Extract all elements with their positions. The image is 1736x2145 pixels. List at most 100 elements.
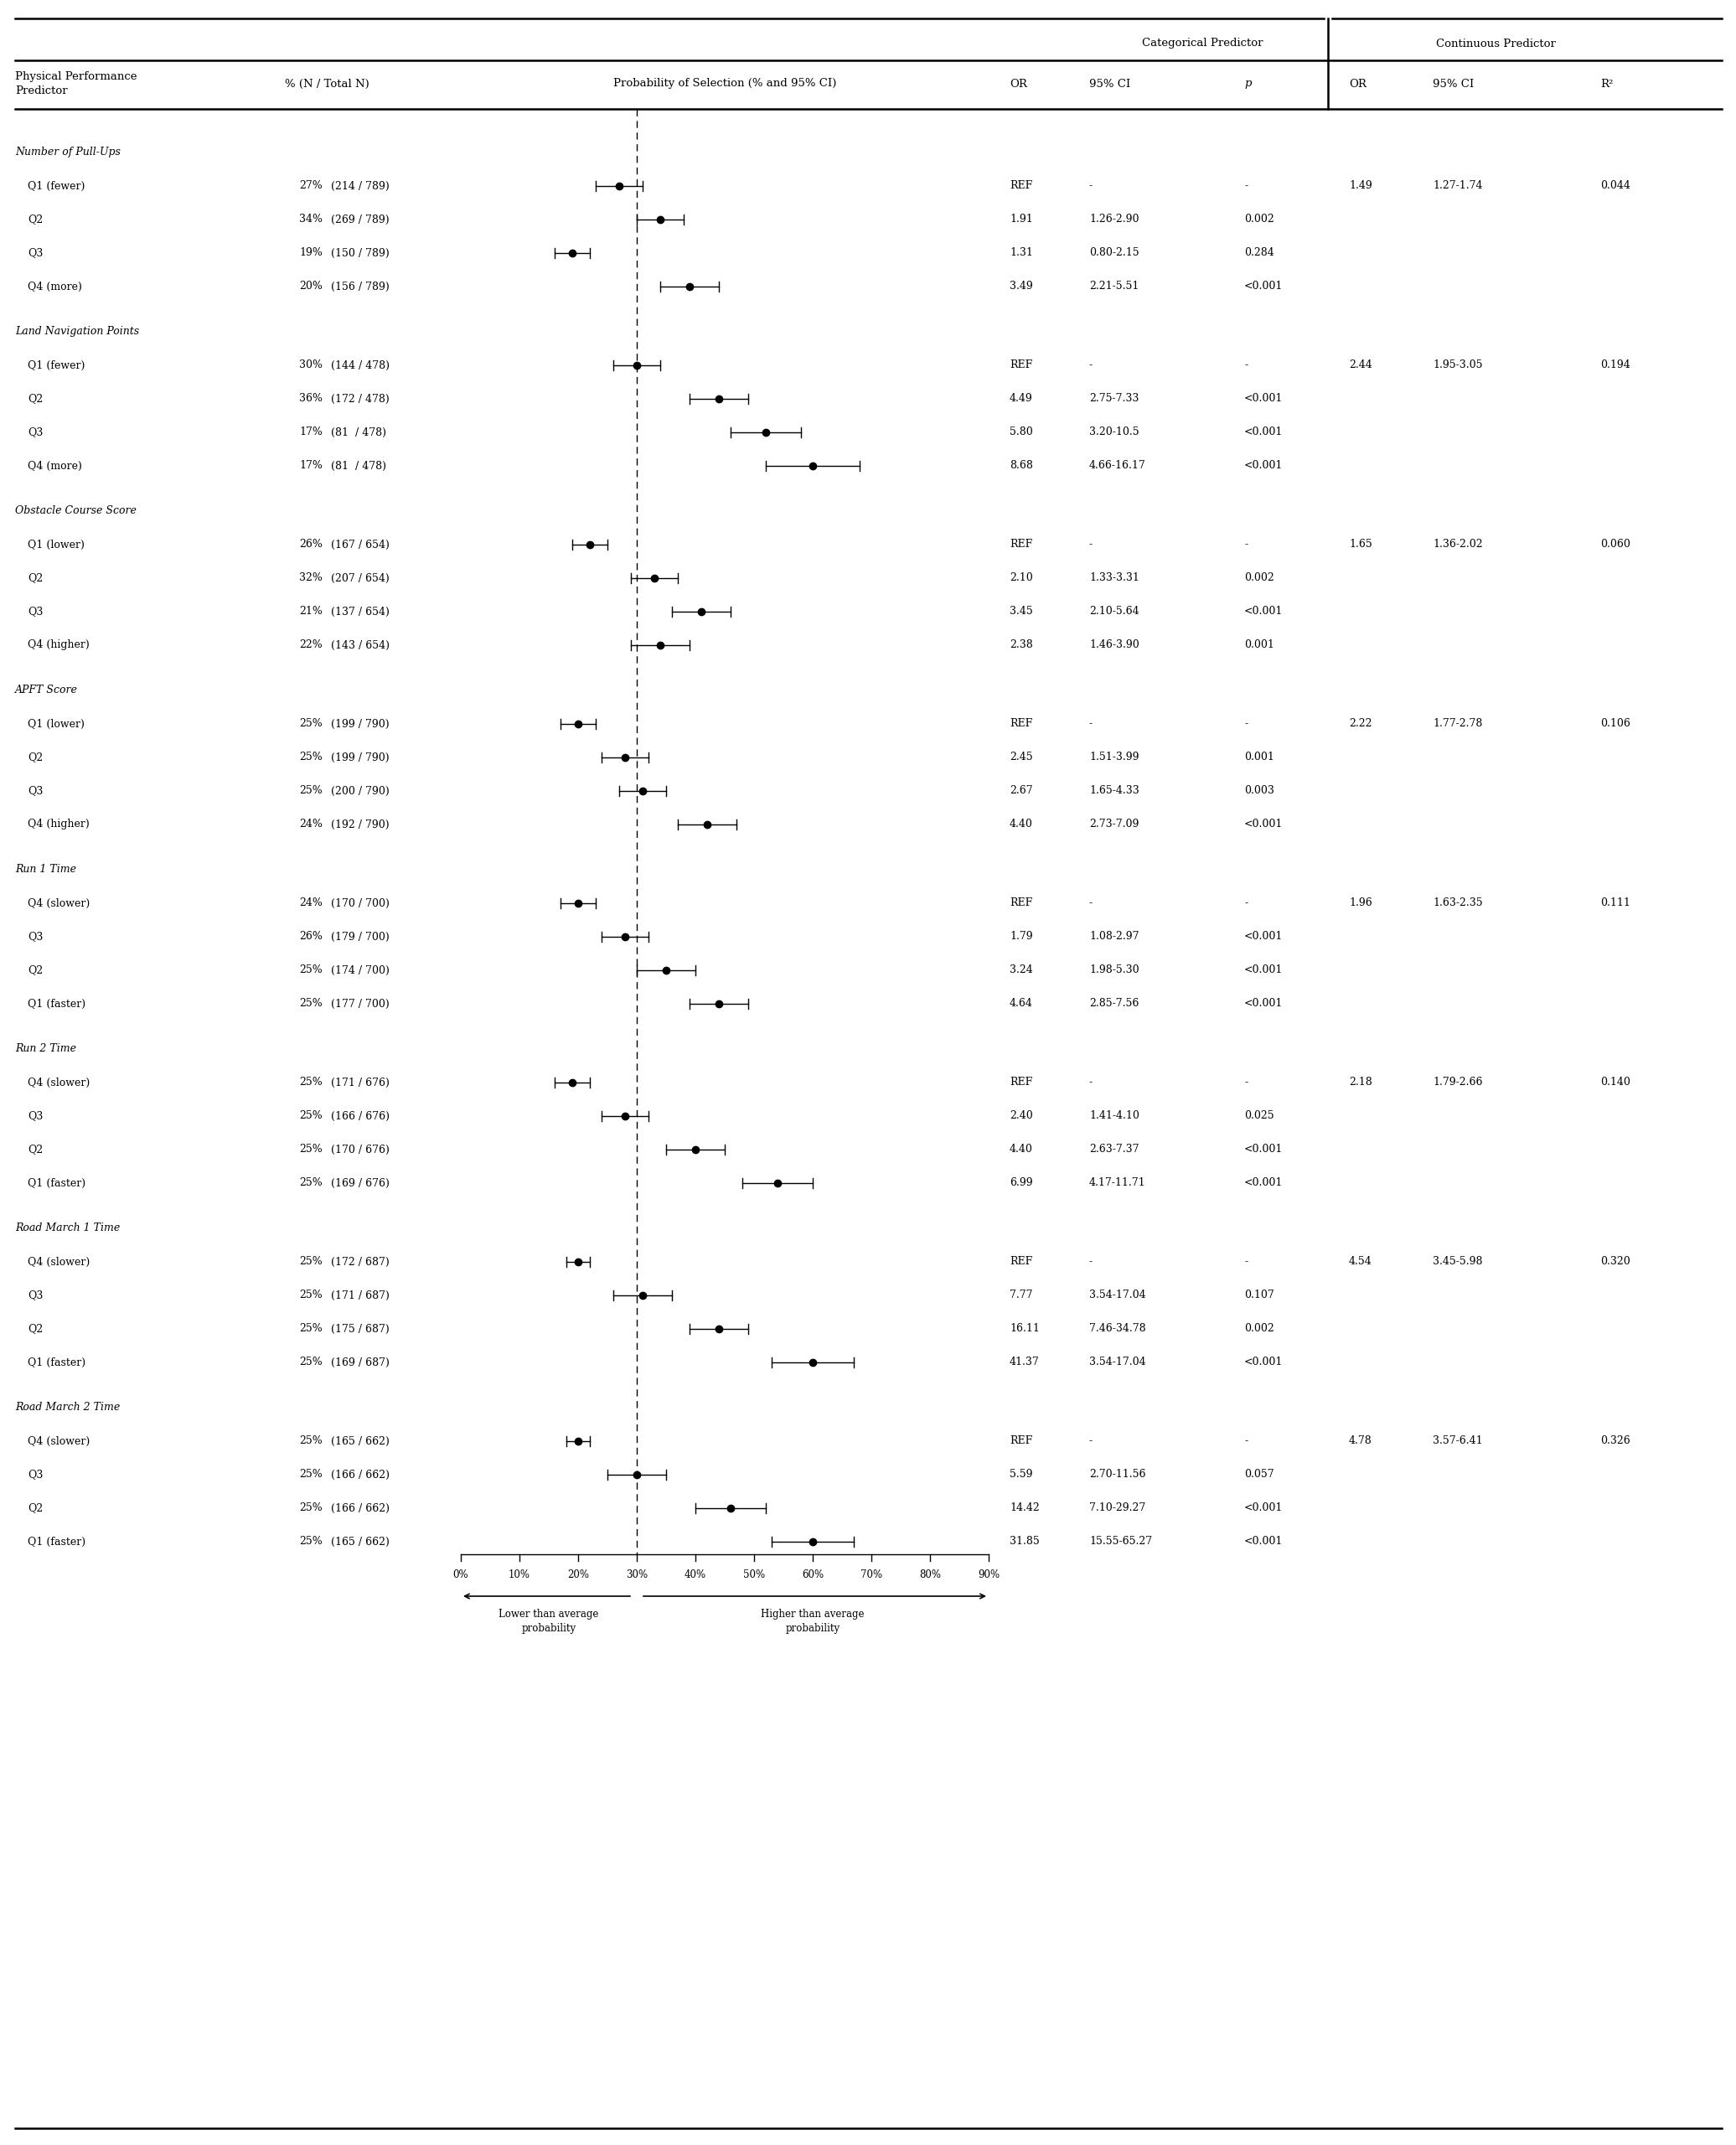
Text: 0.194: 0.194 xyxy=(1601,360,1630,371)
Text: 3.57-6.41: 3.57-6.41 xyxy=(1432,1435,1483,1446)
Text: 0.002: 0.002 xyxy=(1245,214,1274,225)
Text: 1.41-4.10: 1.41-4.10 xyxy=(1088,1111,1139,1122)
Text: Q4 (slower): Q4 (slower) xyxy=(28,1257,90,1268)
Text: 0.80-2.15: 0.80-2.15 xyxy=(1088,247,1139,260)
Text: 15.55-65.27: 15.55-65.27 xyxy=(1088,1536,1153,1547)
Text: <0.001: <0.001 xyxy=(1245,281,1283,292)
Text: (156 / 789): (156 / 789) xyxy=(332,281,389,292)
Text: -: - xyxy=(1088,538,1092,549)
Text: 41.37: 41.37 xyxy=(1010,1358,1040,1369)
Text: -: - xyxy=(1245,719,1248,729)
Text: % (N / Total N): % (N / Total N) xyxy=(285,79,370,90)
Text: 6.99: 6.99 xyxy=(1010,1178,1033,1188)
Text: Q3: Q3 xyxy=(28,931,43,942)
Text: Number of Pull-Ups: Number of Pull-Ups xyxy=(16,148,120,159)
Text: 2.73-7.09: 2.73-7.09 xyxy=(1088,819,1139,830)
Text: 20%: 20% xyxy=(568,1570,589,1581)
Text: 0.111: 0.111 xyxy=(1601,899,1630,909)
Text: (172 / 687): (172 / 687) xyxy=(332,1257,389,1268)
Text: 1.79-2.66: 1.79-2.66 xyxy=(1432,1077,1483,1088)
Text: Q3: Q3 xyxy=(28,607,43,618)
Text: -: - xyxy=(1245,360,1248,371)
Text: Q1 (lower): Q1 (lower) xyxy=(28,719,85,729)
Text: 0.025: 0.025 xyxy=(1245,1111,1274,1122)
Text: (214 / 789): (214 / 789) xyxy=(332,180,389,191)
Text: 25%: 25% xyxy=(299,1178,323,1188)
Text: 40%: 40% xyxy=(684,1570,707,1581)
Text: 25%: 25% xyxy=(299,1289,323,1300)
Text: 25%: 25% xyxy=(299,719,323,729)
Text: Land Navigation Points: Land Navigation Points xyxy=(16,326,139,337)
Text: 1.33-3.31: 1.33-3.31 xyxy=(1088,573,1139,583)
Text: 50%: 50% xyxy=(743,1570,766,1581)
Text: Q4 (higher): Q4 (higher) xyxy=(28,819,90,830)
Text: 3.20-10.5: 3.20-10.5 xyxy=(1088,427,1139,438)
Text: 7.10-29.27: 7.10-29.27 xyxy=(1088,1504,1146,1514)
Text: 2.21-5.51: 2.21-5.51 xyxy=(1088,281,1139,292)
Text: 2.18: 2.18 xyxy=(1349,1077,1371,1088)
Text: <0.001: <0.001 xyxy=(1245,427,1283,438)
Text: REF: REF xyxy=(1010,899,1033,909)
Text: Q3: Q3 xyxy=(28,1469,43,1480)
Text: REF: REF xyxy=(1010,1435,1033,1446)
Text: 25%: 25% xyxy=(299,965,323,976)
Text: (192 / 790): (192 / 790) xyxy=(332,819,389,830)
Text: -: - xyxy=(1245,538,1248,549)
Text: -: - xyxy=(1088,360,1092,371)
Text: 0.001: 0.001 xyxy=(1245,639,1274,650)
Text: (207 / 654): (207 / 654) xyxy=(332,573,389,583)
Text: REF: REF xyxy=(1010,360,1033,371)
Text: 25%: 25% xyxy=(299,1111,323,1122)
Text: Higher than average
probability: Higher than average probability xyxy=(760,1609,865,1634)
Text: 24%: 24% xyxy=(299,899,323,909)
Text: 1.27-1.74: 1.27-1.74 xyxy=(1432,180,1483,191)
Text: Q1 (faster): Q1 (faster) xyxy=(28,997,85,1010)
Text: p: p xyxy=(1245,79,1252,90)
Text: Categorical Predictor: Categorical Predictor xyxy=(1142,39,1262,49)
Text: (170 / 676): (170 / 676) xyxy=(332,1143,389,1154)
Text: 1.96: 1.96 xyxy=(1349,899,1371,909)
Text: -: - xyxy=(1088,719,1092,729)
Text: -: - xyxy=(1245,180,1248,191)
Text: Road March 2 Time: Road March 2 Time xyxy=(16,1403,120,1414)
Text: <0.001: <0.001 xyxy=(1245,607,1283,618)
Text: REF: REF xyxy=(1010,538,1033,549)
Text: (167 / 654): (167 / 654) xyxy=(332,538,389,549)
Text: 1.51-3.99: 1.51-3.99 xyxy=(1088,753,1139,764)
Text: (165 / 662): (165 / 662) xyxy=(332,1536,389,1547)
Text: (150 / 789): (150 / 789) xyxy=(332,247,389,260)
Text: 4.66-16.17: 4.66-16.17 xyxy=(1088,461,1146,472)
Text: Q4 (more): Q4 (more) xyxy=(28,281,82,292)
Text: 14.42: 14.42 xyxy=(1010,1504,1040,1514)
Text: 8.68: 8.68 xyxy=(1010,461,1033,472)
Text: Q2: Q2 xyxy=(28,753,43,764)
Text: (171 / 687): (171 / 687) xyxy=(332,1289,389,1300)
Text: 2.70-11.56: 2.70-11.56 xyxy=(1088,1469,1146,1480)
Text: -: - xyxy=(1088,180,1092,191)
Text: (81  / 478): (81 / 478) xyxy=(332,427,385,438)
Text: (166 / 676): (166 / 676) xyxy=(332,1111,389,1122)
Text: 25%: 25% xyxy=(299,1077,323,1088)
Text: 0.002: 0.002 xyxy=(1245,573,1274,583)
Text: 3.54-17.04: 3.54-17.04 xyxy=(1088,1289,1146,1300)
Text: 0.320: 0.320 xyxy=(1601,1257,1630,1268)
Text: 4.40: 4.40 xyxy=(1010,1143,1033,1154)
Text: Q1 (fewer): Q1 (fewer) xyxy=(28,360,85,371)
Text: 31.85: 31.85 xyxy=(1010,1536,1040,1547)
Text: 1.49: 1.49 xyxy=(1349,180,1371,191)
Text: Obstacle Course Score: Obstacle Course Score xyxy=(16,506,137,517)
Text: 4.64: 4.64 xyxy=(1010,997,1033,1010)
Text: 25%: 25% xyxy=(299,1504,323,1514)
Text: Q3: Q3 xyxy=(28,785,43,796)
Text: Q2: Q2 xyxy=(28,965,43,976)
Text: Q3: Q3 xyxy=(28,1289,43,1300)
Text: (137 / 654): (137 / 654) xyxy=(332,607,389,618)
Text: 1.63-2.35: 1.63-2.35 xyxy=(1432,899,1483,909)
Text: Q1 (lower): Q1 (lower) xyxy=(28,538,85,549)
Text: <0.001: <0.001 xyxy=(1245,965,1283,976)
Text: 26%: 26% xyxy=(299,538,323,549)
Text: 16.11: 16.11 xyxy=(1010,1323,1040,1334)
Text: 2.10: 2.10 xyxy=(1010,573,1033,583)
Text: (199 / 790): (199 / 790) xyxy=(332,719,389,729)
Text: Run 1 Time: Run 1 Time xyxy=(16,864,76,875)
